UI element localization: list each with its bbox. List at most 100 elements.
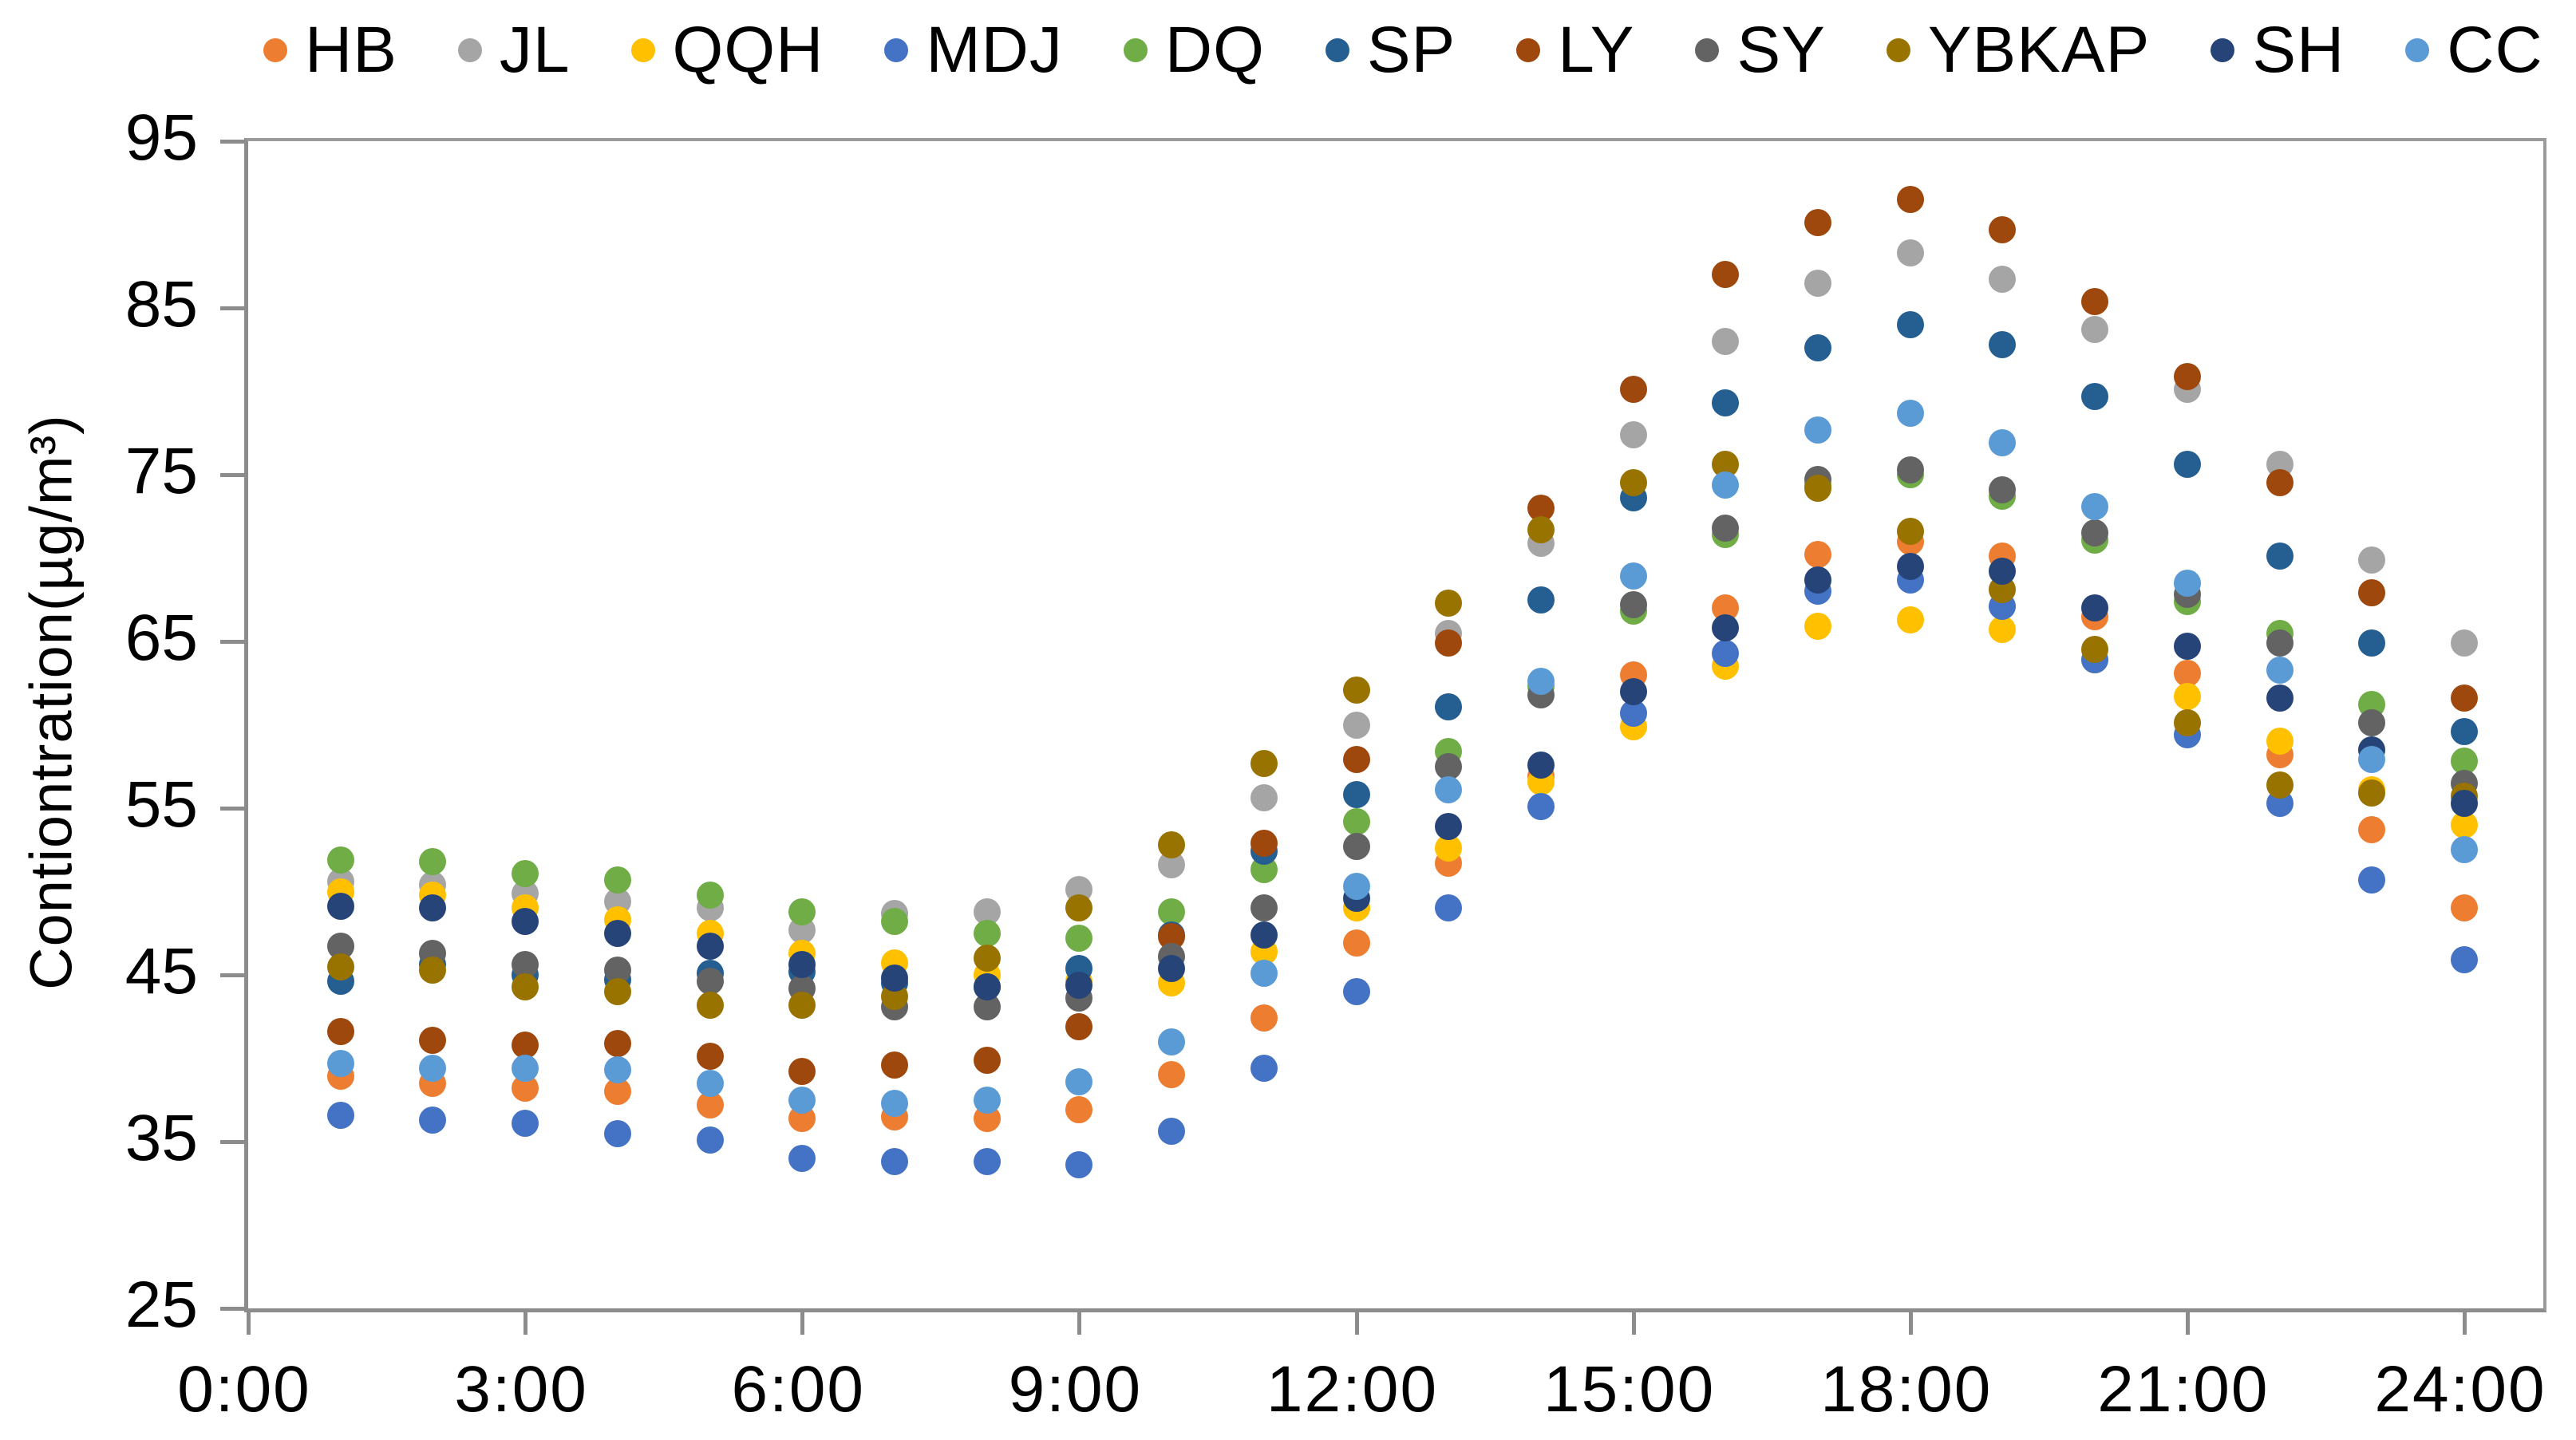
data-point-SY-5:00 — [696, 968, 724, 996]
data-point-JL-12:00 — [1342, 711, 1370, 739]
data-point-SY-18:00 — [1896, 456, 1924, 483]
data-point-SP-17:00 — [1804, 334, 1832, 362]
legend-item-JL: JL — [457, 14, 571, 86]
legend-item-DQ: DQ — [1123, 18, 1265, 83]
legend-item-SH: SH — [2211, 18, 2345, 83]
x-tick-21:00 — [2185, 1312, 2190, 1335]
data-point-LY-7:00 — [880, 1051, 908, 1079]
plot-area — [220, 138, 2546, 1335]
data-point-DQ-5:00 — [696, 881, 724, 909]
data-point-JL-24:00 — [2451, 629, 2479, 657]
data-point-CC-8:00 — [973, 1086, 1001, 1114]
x-tick-9:00 — [1077, 1312, 1082, 1335]
data-point-HB-12:00 — [1342, 929, 1370, 957]
legend-item-CC: CC — [2405, 18, 2542, 83]
legend-marker-icon — [630, 38, 655, 62]
data-point-HB-23:00 — [2358, 816, 2386, 844]
data-point-JL-19:00 — [1989, 266, 2017, 294]
data-point-SH-9:00 — [1065, 971, 1093, 999]
legend-item-QQH: QQH — [630, 14, 824, 86]
data-point-MDJ-5:00 — [696, 1126, 724, 1154]
data-point-YBKAP-2:00 — [419, 956, 447, 984]
data-point-DQ-3:00 — [512, 859, 539, 887]
data-point-CC-18:00 — [1896, 399, 1924, 427]
data-point-SY-22:00 — [2266, 629, 2294, 657]
data-point-MDJ-6:00 — [788, 1144, 816, 1172]
data-point-SY-19:00 — [1989, 475, 2017, 503]
data-point-CC-11:00 — [1250, 959, 1278, 987]
data-point-MDJ-12:00 — [1342, 977, 1370, 1005]
legend-marker-icon — [1123, 38, 1148, 62]
data-point-LY-9:00 — [1065, 1012, 1093, 1040]
data-point-CC-9:00 — [1065, 1067, 1093, 1095]
chart-legend: HB JL QQH MDJ DQ SP LY SY YBKAP SH CC — [263, 6, 2543, 94]
data-point-YBKAP-4:00 — [603, 977, 631, 1005]
data-point-LY-5:00 — [696, 1043, 724, 1071]
data-point-MDJ-4:00 — [603, 1119, 631, 1147]
x-tick-label-12:00: 12:00 — [1266, 1353, 1439, 1426]
data-point-JL-20:00 — [2081, 316, 2109, 344]
data-point-SY-13:00 — [1435, 752, 1463, 780]
legend-item-SP: SP — [1325, 14, 1456, 86]
data-point-LY-24:00 — [2451, 684, 2479, 712]
data-point-DQ-7:00 — [880, 908, 908, 936]
x-tick-0:00 — [247, 1312, 251, 1335]
data-point-SH-17:00 — [1804, 566, 1832, 594]
data-point-YBKAP-22:00 — [2266, 771, 2294, 799]
data-point-YBKAP-6:00 — [788, 991, 816, 1019]
y-tick-75 — [220, 473, 244, 477]
data-point-HB-9:00 — [1065, 1096, 1093, 1124]
legend-label: MDJ — [926, 14, 1063, 86]
x-tick-label-18:00: 18:00 — [1820, 1353, 1993, 1426]
legend-label: SH — [2252, 14, 2345, 86]
data-point-LY-12:00 — [1342, 746, 1370, 774]
data-point-LY-21:00 — [2173, 362, 2201, 390]
data-point-MDJ-16:00 — [1712, 639, 1740, 667]
legend-label: QQH — [672, 14, 824, 86]
data-point-CC-5:00 — [696, 1069, 724, 1097]
data-point-LY-19:00 — [1989, 215, 2017, 243]
data-point-HB-11:00 — [1250, 1004, 1278, 1032]
data-point-LY-6:00 — [788, 1058, 816, 1086]
data-point-CC-14:00 — [1527, 668, 1555, 696]
data-point-YBKAP-9:00 — [1065, 894, 1093, 922]
legend-label: JL — [499, 14, 571, 86]
data-point-CC-12:00 — [1342, 873, 1370, 901]
data-point-YBKAP-1:00 — [326, 953, 354, 980]
data-point-SH-21:00 — [2173, 633, 2201, 661]
data-point-DQ-12:00 — [1342, 807, 1370, 835]
data-point-SH-8:00 — [973, 972, 1001, 1000]
data-point-SH-4:00 — [603, 919, 631, 947]
data-point-SH-5:00 — [696, 933, 724, 961]
data-point-CC-24:00 — [2451, 836, 2479, 864]
y-tick-35 — [220, 1140, 244, 1144]
data-point-SP-20:00 — [2081, 382, 2109, 410]
legend-label: SY — [1736, 14, 1826, 86]
y-tick-25 — [220, 1307, 244, 1311]
data-point-DQ-4:00 — [603, 866, 631, 894]
y-tick-label-65: 65 — [124, 602, 198, 674]
data-point-DQ-1:00 — [326, 846, 354, 874]
data-point-SP-14:00 — [1527, 586, 1555, 613]
data-point-CC-6:00 — [788, 1086, 816, 1114]
data-point-CC-2:00 — [419, 1055, 447, 1083]
data-point-LY-22:00 — [2266, 469, 2294, 497]
data-point-SH-7:00 — [880, 965, 908, 992]
legend-marker-icon — [1695, 38, 1720, 62]
y-tick-45 — [220, 973, 244, 977]
legend-label: SP — [1366, 14, 1456, 86]
data-point-MDJ-7:00 — [880, 1148, 908, 1176]
data-point-SP-22:00 — [2266, 542, 2294, 570]
y-tick-65 — [220, 640, 244, 644]
data-point-SH-3:00 — [512, 908, 539, 936]
data-point-LY-16:00 — [1712, 261, 1740, 289]
data-point-CC-13:00 — [1435, 776, 1463, 803]
data-point-MDJ-11:00 — [1250, 1055, 1278, 1083]
data-point-CC-19:00 — [1989, 429, 2017, 457]
legend-item-HB: HB — [263, 18, 397, 83]
data-point-HB-24:00 — [2451, 894, 2479, 922]
data-point-SY-23:00 — [2358, 709, 2386, 737]
data-point-CC-15:00 — [1619, 562, 1647, 590]
data-point-DQ-8:00 — [973, 919, 1001, 947]
data-point-HB-17:00 — [1804, 541, 1832, 569]
